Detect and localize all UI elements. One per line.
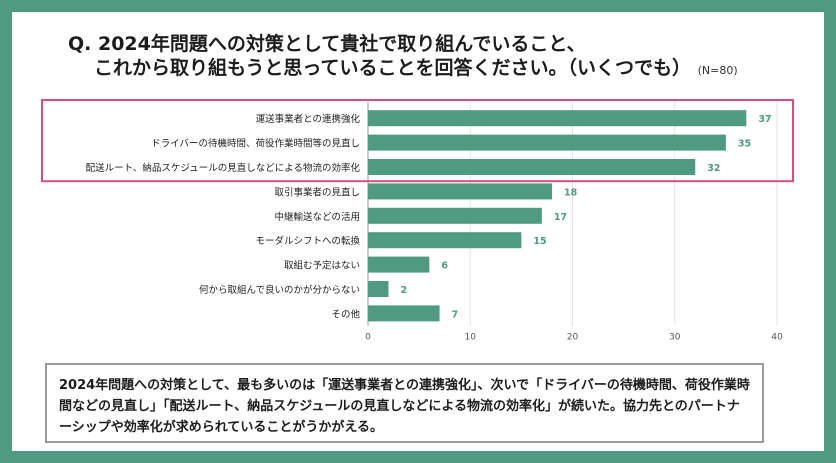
data-label: 17 bbox=[554, 212, 567, 223]
x-tick-label: 40 bbox=[771, 333, 783, 343]
highlight-box bbox=[41, 99, 794, 183]
x-tick-label: 10 bbox=[465, 333, 477, 343]
category-label: ドライバーの待機時間、荷役作業時間等の見直し bbox=[151, 138, 360, 150]
category-label: 中継輸送などの活用 bbox=[274, 211, 360, 223]
bar bbox=[368, 110, 747, 127]
bar bbox=[368, 134, 726, 151]
summary-text: 2024年問題への対策として、最も多いのは「運送事業者との連携強化」、次いで「ド… bbox=[59, 378, 750, 435]
bar bbox=[368, 305, 440, 322]
title-line-1: Q. 2024年問題への対策として貴社で取り組んでいること、 bbox=[68, 33, 586, 55]
data-label: 37 bbox=[758, 114, 771, 125]
card bbox=[12, 12, 824, 451]
bar bbox=[368, 281, 389, 297]
data-label: 6 bbox=[441, 261, 448, 272]
category-label: 取組む予定はない bbox=[284, 260, 360, 272]
sample-size-note: (N=80) bbox=[697, 64, 738, 77]
x-tick-label: 20 bbox=[567, 333, 579, 343]
category-label: 何から取組んで良いのかが分からない bbox=[199, 284, 360, 296]
title-line-2: これから取り組もうと思っていることを回答ください。（いくつでも） (N=80) bbox=[68, 56, 738, 83]
data-label: 2 bbox=[400, 285, 407, 296]
category-label: 取引事業者の見直し bbox=[274, 186, 360, 198]
bar bbox=[368, 256, 430, 273]
category-label: その他 bbox=[331, 308, 360, 320]
data-label: 32 bbox=[707, 163, 720, 174]
bar bbox=[368, 183, 553, 200]
title-line-2-text: これから取り組もうと思っていることを回答ください。（いくつでも） bbox=[94, 57, 691, 79]
data-label: 18 bbox=[564, 187, 578, 198]
data-label: 15 bbox=[533, 236, 546, 247]
bar bbox=[368, 159, 696, 175]
data-label: 35 bbox=[738, 139, 751, 150]
chart-title: Q. 2024年問題への対策として貴社で取り組んでいること、 これから取り組もう… bbox=[68, 32, 738, 83]
x-tick-label: 0 bbox=[365, 333, 371, 343]
data-label: 7 bbox=[452, 309, 459, 320]
category-label: モーダルシフトへの転換 bbox=[255, 235, 360, 247]
bar bbox=[368, 232, 522, 249]
summary-box: 2024年問題への対策として、最も多いのは「運送事業者との連携強化」、次いで「ド… bbox=[45, 363, 764, 443]
category-label: 運送事業者との連携強化 bbox=[256, 113, 361, 125]
bar bbox=[368, 207, 542, 224]
x-tick-label: 30 bbox=[669, 333, 681, 343]
category-label: 配送ルート、納品スケジュールの見直しなどによる物流の効率化 bbox=[86, 162, 361, 174]
